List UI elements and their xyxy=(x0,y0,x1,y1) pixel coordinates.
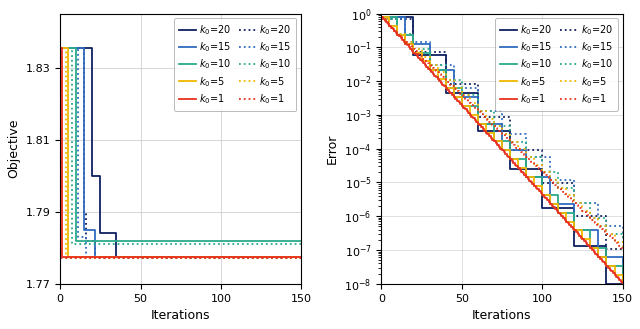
X-axis label: Iterations: Iterations xyxy=(151,309,211,322)
Legend: $k_0$=20, $k_0$=15, $k_0$=10, $k_0$=5, $k_0$=1, $k_0$=20, $k_0$=15, $k_0$=10, $k: $k_0$=20, $k_0$=15, $k_0$=10, $k_0$=5, $… xyxy=(174,18,296,111)
X-axis label: Iterations: Iterations xyxy=(472,309,532,322)
Y-axis label: Error: Error xyxy=(326,134,339,164)
Y-axis label: Objective: Objective xyxy=(7,119,20,178)
Legend: $k_0$=20, $k_0$=15, $k_0$=10, $k_0$=5, $k_0$=1, $k_0$=20, $k_0$=15, $k_0$=10, $k: $k_0$=20, $k_0$=15, $k_0$=10, $k_0$=5, $… xyxy=(495,18,618,111)
